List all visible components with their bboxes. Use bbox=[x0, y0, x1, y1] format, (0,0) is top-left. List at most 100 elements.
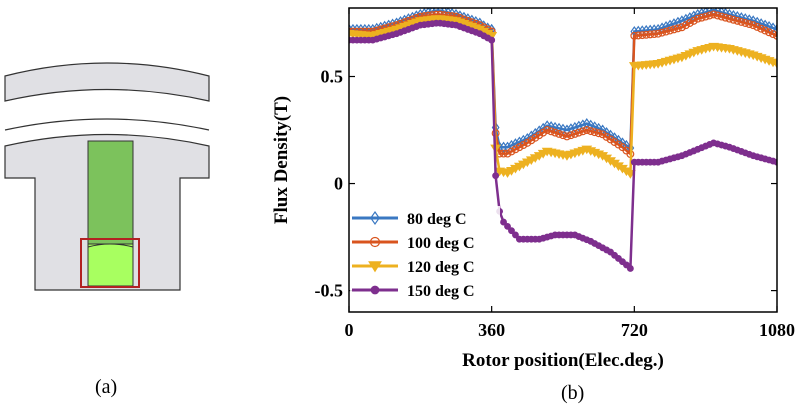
data-point bbox=[539, 128, 548, 137]
data-point bbox=[745, 20, 754, 29]
data-point bbox=[662, 27, 671, 36]
data-point bbox=[586, 127, 595, 136]
x-tick-label: 1080 bbox=[759, 320, 795, 340]
legend-marker bbox=[368, 261, 382, 273]
data-point bbox=[531, 133, 540, 142]
data-point bbox=[753, 22, 762, 31]
data-point bbox=[582, 118, 591, 130]
data-point bbox=[677, 23, 686, 32]
data-point bbox=[642, 30, 651, 39]
data-point bbox=[709, 10, 718, 19]
legend-label: 80 deg C bbox=[407, 211, 467, 228]
data-point bbox=[697, 13, 706, 22]
data-point bbox=[689, 16, 698, 25]
data-point bbox=[507, 139, 516, 151]
data-point bbox=[586, 119, 595, 131]
data-point bbox=[650, 30, 659, 39]
legend-item: 120 deg C bbox=[352, 259, 475, 276]
data-point bbox=[602, 132, 611, 141]
y-axis-label: Flux Density(T) bbox=[271, 96, 292, 224]
data-point bbox=[567, 123, 575, 135]
data-point bbox=[673, 24, 682, 33]
legend-marker bbox=[369, 236, 381, 248]
data-point bbox=[701, 12, 710, 21]
data-point bbox=[492, 172, 500, 180]
data-point bbox=[547, 127, 556, 136]
highlight-box bbox=[80, 238, 140, 288]
data-point bbox=[669, 25, 678, 34]
data-point bbox=[638, 31, 647, 40]
data-point bbox=[511, 145, 520, 154]
data-point bbox=[562, 132, 571, 141]
data-point bbox=[761, 26, 770, 35]
data-point bbox=[503, 149, 512, 158]
data-point bbox=[519, 141, 528, 149]
legend: 80 deg C 100 deg C 120 deg C 150 deg C bbox=[350, 206, 500, 302]
series-line bbox=[349, 13, 777, 157]
data-point bbox=[771, 60, 777, 69]
data-point bbox=[634, 31, 643, 40]
data-point bbox=[773, 31, 777, 40]
data-point bbox=[594, 129, 603, 138]
legend-label: 100 deg C bbox=[407, 235, 475, 252]
data-point bbox=[693, 14, 702, 23]
data-point bbox=[729, 15, 738, 24]
data-point bbox=[527, 136, 536, 145]
data-point bbox=[500, 218, 507, 226]
data-point bbox=[488, 36, 496, 44]
series-3 bbox=[349, 15, 777, 179]
series-line bbox=[349, 8, 777, 151]
data-point bbox=[733, 16, 742, 25]
data-point bbox=[713, 11, 722, 20]
legend-item: 100 deg C bbox=[352, 235, 475, 252]
data-point bbox=[571, 121, 579, 134]
data-point bbox=[765, 28, 774, 37]
x-tick-label: 720 bbox=[621, 320, 648, 340]
data-point bbox=[499, 149, 508, 158]
data-point bbox=[717, 12, 726, 21]
data-point bbox=[535, 131, 544, 140]
data-point bbox=[578, 127, 587, 136]
data-point bbox=[551, 128, 560, 137]
data-point bbox=[606, 135, 615, 144]
legend-item: 80 deg C bbox=[352, 210, 467, 228]
axis-ticks: 0 360 720 1080-0.500.5 bbox=[315, 8, 795, 340]
data-point bbox=[523, 138, 532, 147]
data-point bbox=[610, 138, 619, 146]
data-point bbox=[646, 30, 655, 39]
data-point bbox=[590, 128, 599, 137]
data-point bbox=[725, 14, 734, 23]
data-point bbox=[563, 124, 571, 136]
data-point bbox=[574, 120, 583, 132]
data-point bbox=[555, 129, 564, 138]
data-point bbox=[515, 143, 524, 152]
data-point bbox=[749, 21, 758, 30]
data-point bbox=[566, 131, 575, 140]
data-point bbox=[504, 222, 511, 230]
legend-item: 150 deg C bbox=[352, 283, 475, 300]
data-point bbox=[674, 16, 682, 28]
data-point bbox=[507, 147, 516, 156]
series-4 bbox=[349, 19, 777, 272]
data-point bbox=[666, 26, 674, 35]
data-point bbox=[685, 19, 694, 27]
data-point bbox=[721, 13, 730, 22]
data-point bbox=[598, 130, 607, 139]
data-point bbox=[630, 31, 639, 40]
legend-label: 120 deg C bbox=[407, 259, 475, 276]
magnet-boundary-curve bbox=[87, 243, 134, 248]
data-point bbox=[737, 17, 746, 26]
legend-marker bbox=[370, 285, 380, 295]
y-tick-label: -0.5 bbox=[315, 281, 344, 301]
data-point bbox=[559, 131, 567, 140]
data-point bbox=[570, 129, 579, 138]
x-tick-label: 360 bbox=[478, 320, 505, 340]
data-point bbox=[574, 128, 583, 137]
data-point bbox=[508, 227, 515, 235]
plot-frame bbox=[348, 7, 778, 313]
plot-content bbox=[349, 8, 777, 272]
magnet-lower bbox=[87, 243, 134, 287]
data-point bbox=[658, 28, 667, 37]
